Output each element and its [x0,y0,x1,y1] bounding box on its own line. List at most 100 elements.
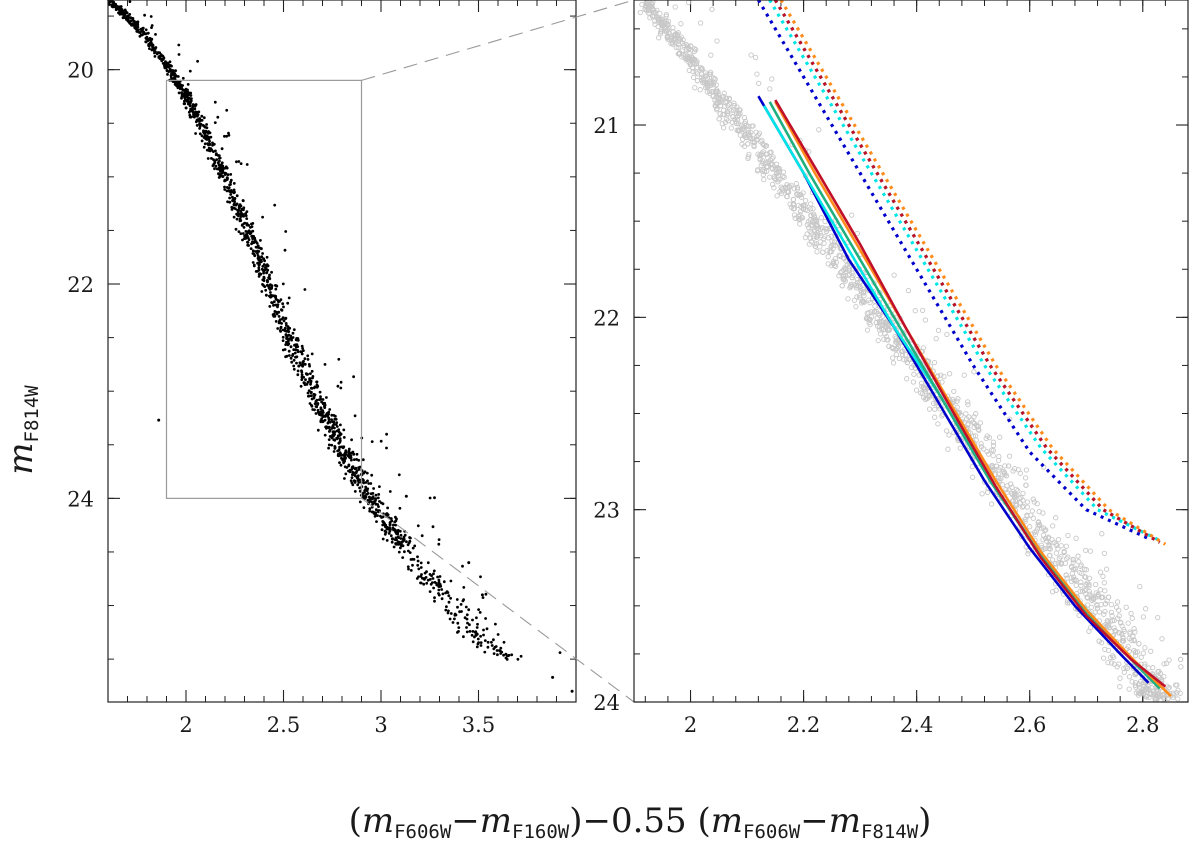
data-point [130,22,133,26]
data-point [267,275,271,279]
data-point [323,433,327,437]
data-point [350,458,353,462]
data-point [236,208,240,212]
data-point [966,414,972,420]
data-point [965,422,971,428]
data-point [1023,467,1030,473]
data-point [939,379,945,385]
data-point [429,582,433,586]
data-point [749,135,755,142]
data-point [1084,594,1090,600]
data-point [422,582,426,586]
data-point [388,529,392,533]
data-point [1063,572,1069,578]
data-point [287,349,291,353]
data-point [1064,575,1070,581]
data-point [1085,602,1091,608]
data-point [723,116,730,122]
data-point [904,359,911,366]
data-point [678,21,684,27]
data-point [318,390,322,394]
data-point [285,354,289,358]
data-point [471,630,475,633]
data-point [1002,463,1008,469]
data-point [505,658,509,661]
data-point [904,357,910,363]
data-point [349,456,353,460]
data-point [189,107,193,111]
data-point [433,599,436,603]
data-point [712,76,718,82]
data-point [353,467,357,471]
data-point [247,223,251,227]
data-point [392,545,396,549]
data-point [999,482,1006,488]
data-point [284,333,288,336]
data-point [284,343,288,346]
data-point [350,476,354,479]
data-point [372,487,375,490]
data-point [723,95,729,101]
data-point [409,569,413,572]
data-point [383,532,387,536]
x-tick-label: 3.5 [462,713,495,737]
data-point [1019,504,1026,510]
data-point [863,315,870,322]
data-point [419,575,423,578]
data-point [970,474,976,480]
data-point [1175,687,1181,693]
data-point [314,405,318,408]
data-point [351,465,355,468]
data-point [459,603,463,606]
data-point [335,421,339,424]
data-point [319,410,323,414]
data-point [824,227,830,233]
data-point [1166,657,1172,663]
data-point [241,232,245,235]
data-point [377,505,380,508]
data-point [300,378,304,381]
data-point [1088,604,1094,611]
data-point [1108,660,1115,666]
data-point [778,190,785,197]
data-point [239,215,243,218]
data-point [194,132,198,135]
data-point [257,275,261,278]
data-point [334,417,338,421]
data-point [945,446,951,452]
data-point [330,413,334,417]
data-point [430,574,433,578]
data-point [437,580,441,584]
data-point [283,248,287,252]
data-point [262,279,266,282]
data-point [334,414,337,418]
data-point [1108,601,1115,608]
data-point [637,9,643,16]
data-point [484,592,488,596]
data-point [1062,560,1069,566]
data-point [112,0,115,4]
data-point [223,166,227,170]
data-point [754,168,761,174]
data-point [1077,569,1083,576]
data-point [1036,509,1042,515]
data-point [232,215,236,219]
data-point [225,108,229,112]
data-point [184,98,187,101]
data-point [1114,599,1121,605]
data-point [380,528,384,532]
data-point [836,252,842,258]
data-point [108,3,111,6]
data-point [282,305,285,309]
data-point [496,633,500,636]
data-point [315,380,319,384]
data-point [1073,582,1079,589]
data-point [232,191,236,195]
data-point [194,103,198,107]
data-point [135,30,139,33]
data-point [225,134,229,138]
data-point [1119,623,1125,629]
data-point [891,272,897,278]
data-point [1142,606,1149,612]
data-point [486,645,490,649]
